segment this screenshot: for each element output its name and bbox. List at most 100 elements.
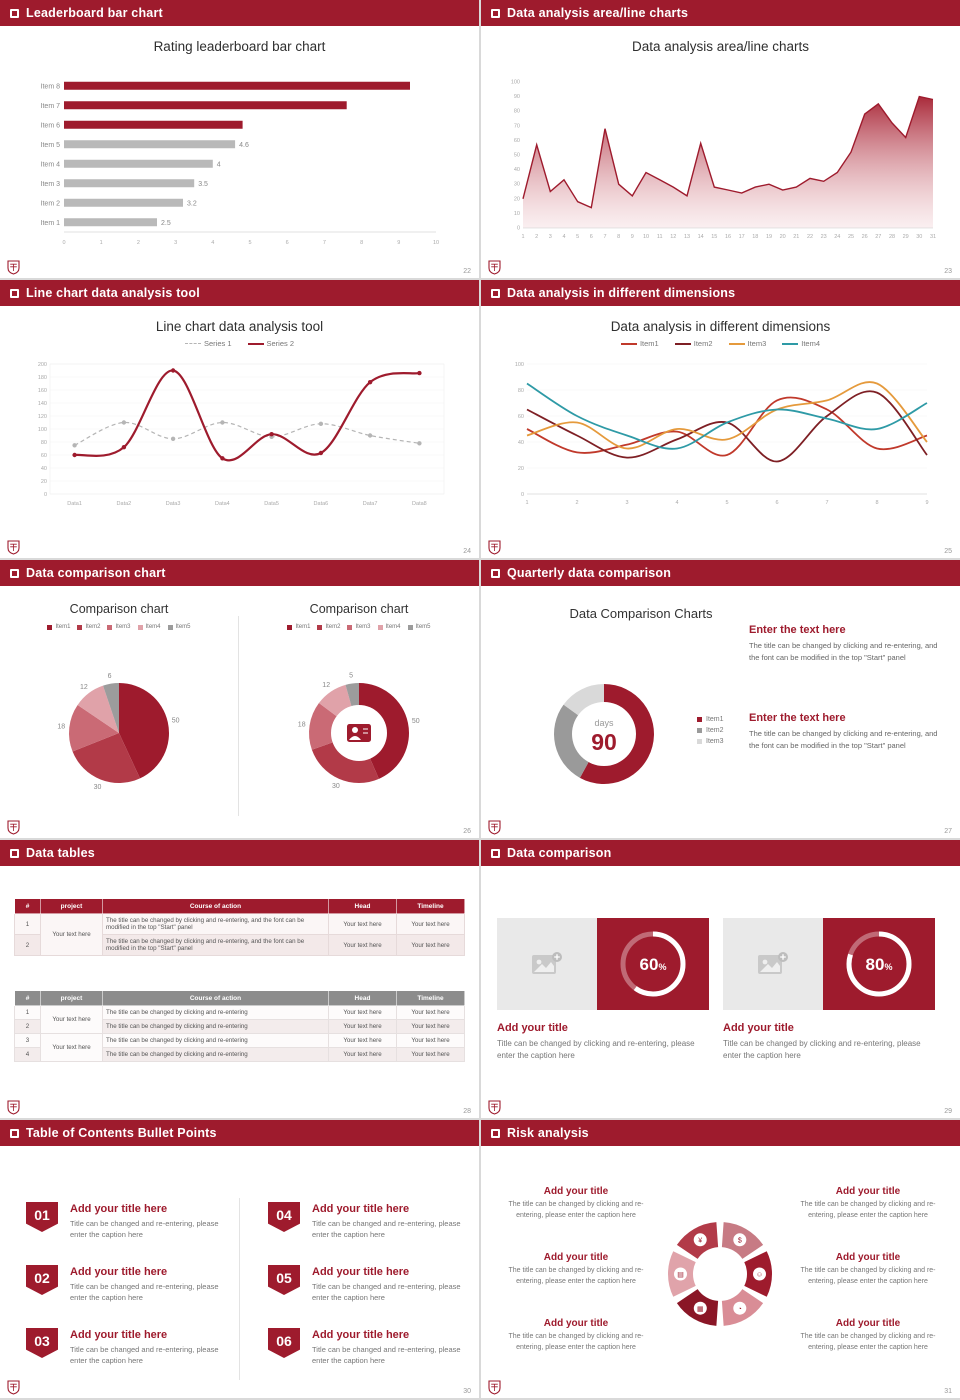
- page-number: 22: [463, 268, 471, 275]
- slide-risk-analysis[interactable]: Risk analysis $ ☺ ◔ ▦ ▤ ¥ Add your title The …: [481, 1120, 960, 1398]
- slide-data-comparison[interactable]: Data comparison 60% Add your title Title…: [481, 840, 960, 1118]
- stat-card: 80%: [723, 918, 935, 1010]
- legend-swatch: [728, 342, 745, 345]
- table-cell-project: Your text here: [40, 1005, 103, 1034]
- risk-text-block: Add your title The title can be changed …: [495, 1252, 657, 1287]
- slide-content: # project Course of action Head Timeline 1 You…: [0, 866, 479, 1118]
- data-table: # project Course of action Head Timeline 1 You…: [14, 990, 465, 1062]
- table-cell-timeline: Your text here: [396, 934, 465, 956]
- legend-item: Item3: [347, 624, 371, 630]
- pie-chart-glyph: ◔: [738, 1306, 742, 1313]
- text-block-heading: Enter the text here: [749, 624, 846, 636]
- square-bullet-icon: [491, 568, 500, 578]
- slide-dimensions-analysis[interactable]: Data analysis in different dimensions Da…: [481, 280, 960, 558]
- school-crest-logo: [7, 1380, 20, 1395]
- toc-item-title: Add your title here: [70, 1266, 168, 1278]
- svg-text:40: 40: [514, 167, 520, 173]
- svg-text:4: 4: [675, 500, 678, 506]
- slide-toc-bullet-points[interactable]: Table of Contents Bullet Points 01 Add y…: [0, 1120, 479, 1398]
- bar: [64, 81, 410, 90]
- legend-item: Item4: [377, 624, 401, 630]
- data-point: [318, 421, 324, 426]
- slice-label: 30: [94, 784, 102, 791]
- slide-body: $ ☺ ◔ ▦ ▤ ¥ Add your title The title can be c…: [481, 1146, 960, 1398]
- risk-block-caption: The title can be changed by clicking and…: [508, 1267, 644, 1285]
- table-cell-timeline: Your text here: [396, 1005, 465, 1020]
- svg-text:6: 6: [286, 240, 289, 246]
- slide-data-tables[interactable]: Data tables # project Course of action Head…: [0, 840, 479, 1118]
- risk-text-block: Add your title The title can be changed …: [495, 1318, 657, 1353]
- legend-item: Item1: [287, 624, 310, 630]
- legend-swatch: [137, 624, 143, 630]
- slide-quarterly-comparison[interactable]: Quarterly data comparison Data Compariso…: [481, 560, 960, 838]
- page-number: 27: [944, 828, 952, 835]
- slide-body: Comparison chart Item1 Item2 Item3 Item4 Item…: [0, 586, 479, 838]
- data-point: [367, 380, 373, 385]
- slide-leaderboard-bar-chart[interactable]: Leaderboard bar chart Rating leaderboard…: [0, 0, 479, 278]
- legend-item: Item5: [407, 624, 431, 630]
- series-line: [526, 382, 928, 450]
- risk-block-caption: The title can be changed by clicking and…: [508, 1201, 644, 1219]
- slide-data-comparison-chart[interactable]: Data comparison chart Comparison chart It…: [0, 560, 479, 838]
- progress-panel: 60%: [597, 918, 709, 1010]
- progress-value: 60%: [640, 955, 667, 974]
- legend-item: Item3: [107, 624, 131, 630]
- chart-legend: Series 1 Series 2: [0, 339, 479, 348]
- slide-header-title: Data analysis in different dimensions: [507, 286, 736, 300]
- table-cell-timeline: Your text here: [396, 1019, 465, 1034]
- svg-text:20: 20: [41, 479, 47, 485]
- svg-text:0: 0: [517, 226, 520, 232]
- page-number: 29: [944, 1108, 952, 1115]
- table-cell-num: 1: [14, 1005, 41, 1020]
- toc-item-title: Add your title here: [70, 1329, 168, 1341]
- risk-block-title: Add your title: [543, 1318, 609, 1329]
- svg-text:20: 20: [514, 196, 520, 202]
- legend-item: Item1: [47, 624, 70, 630]
- progress-panel: 80%: [823, 918, 935, 1010]
- table-row: 1 Your text here The title can be changed …: [14, 913, 465, 956]
- svg-text:5: 5: [248, 240, 251, 246]
- svg-text:19: 19: [766, 234, 772, 240]
- data-point: [121, 420, 127, 425]
- svg-text:Item 1: Item 1: [41, 220, 61, 227]
- text-block: Enter the text here The title can be cha…: [749, 624, 945, 663]
- slide-content: Rating leaderboard bar chart 0 1 2 3 4 5 6 7 8 9 10…: [0, 26, 479, 278]
- svg-text:10: 10: [433, 240, 439, 246]
- report-glyph: ▤: [677, 1272, 684, 1279]
- slide-header-bar: Table of Contents Bullet Points: [0, 1120, 479, 1146]
- chart-legend: Item1 Item2 Item3 Item4 Item5: [0, 624, 238, 630]
- svg-text:2: 2: [535, 234, 538, 240]
- table-cell-course: The title can be changed by clicking and…: [102, 1047, 329, 1062]
- risk-block-title: Add your title: [835, 1186, 901, 1197]
- slide-header-title: Table of Contents Bullet Points: [26, 1126, 217, 1140]
- pie-slice: [103, 683, 119, 733]
- svg-text:8: 8: [360, 240, 363, 246]
- slide-line-chart-tool[interactable]: Line chart data analysis tool Line chart…: [0, 280, 479, 558]
- data-point: [72, 443, 77, 448]
- risk-text-block: Add your title The title can be changed …: [787, 1186, 949, 1221]
- bar: [64, 140, 236, 149]
- presenter-icon: [347, 724, 371, 742]
- bar: [64, 159, 213, 168]
- svg-text:Data5: Data5: [264, 501, 279, 507]
- square-bullet-icon: [10, 1128, 19, 1138]
- table-cell-num: 2: [14, 1019, 41, 1034]
- people-icon: [753, 1267, 766, 1281]
- slide-area-line-charts[interactable]: Data analysis area/line charts Data anal…: [481, 0, 960, 278]
- series-line: [526, 381, 928, 450]
- slide-title: Data analysis in different dimensions: [610, 319, 831, 334]
- legend-item: Item2: [317, 624, 340, 630]
- bar: [64, 218, 157, 227]
- svg-text:24: 24: [834, 234, 840, 240]
- slide-content: 01 Add your title here Title can be chan…: [0, 1146, 479, 1398]
- area-line: [522, 95, 934, 209]
- toc-item-title: Add your title here: [70, 1203, 168, 1215]
- slide-header-title: Leaderboard bar chart: [26, 6, 163, 20]
- risk-block-title: Add your title: [543, 1252, 609, 1263]
- svg-text:120: 120: [38, 414, 47, 420]
- slide-header-bar: Line chart data analysis tool: [0, 280, 479, 306]
- slide-header-bar: Data comparison chart: [0, 560, 479, 586]
- square-bullet-icon: [10, 848, 19, 858]
- svg-text:25: 25: [848, 234, 854, 240]
- svg-text:Data6: Data6: [314, 501, 329, 507]
